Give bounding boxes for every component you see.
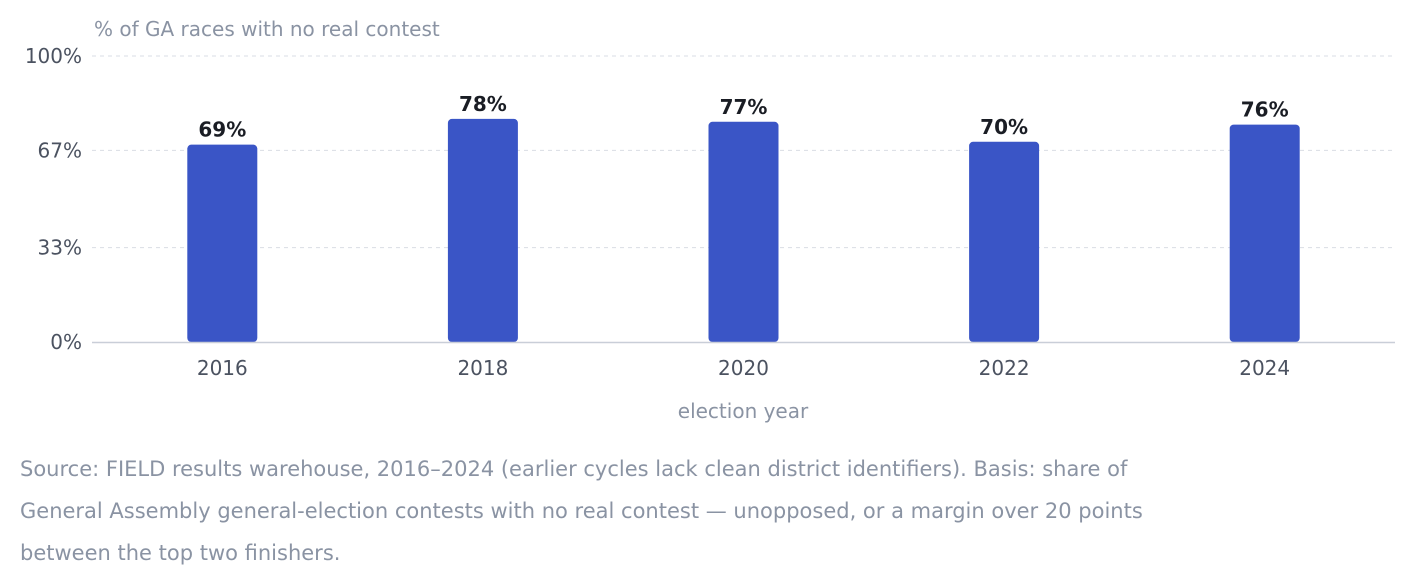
x-tick-label-2016: 2016 — [197, 356, 248, 380]
y-axis-label: % of GA races with no real contest — [94, 17, 440, 41]
bar-chart: % of GA races with no real contest 0% 33%… — [25, 17, 1395, 423]
data-label-2016: 69% — [198, 118, 246, 142]
x-tick-label-2020: 2020 — [718, 356, 769, 380]
source-note: Source: FIELD results warehouse, 2016–20… — [20, 457, 1143, 565]
bar-2020 — [708, 121, 779, 342]
x-tick-label-2024: 2024 — [1239, 356, 1290, 380]
y-tick-label: 0% — [50, 330, 82, 354]
bars — [187, 118, 1300, 342]
x-tick-label-2022: 2022 — [979, 356, 1030, 380]
x-axis-label: election year — [678, 399, 809, 423]
x-axis-ticks: 2016 2018 2020 2022 2024 — [197, 356, 1290, 380]
bar-2024 — [1229, 124, 1300, 342]
y-tick-label: 33% — [38, 236, 82, 260]
data-label-2020: 77% — [720, 95, 768, 119]
bar-2022 — [969, 141, 1040, 342]
x-tick-label-2018: 2018 — [457, 356, 508, 380]
y-tick-label: 100% — [25, 44, 82, 68]
y-tick-label: 67% — [38, 138, 82, 162]
data-label-2024: 76% — [1241, 98, 1289, 122]
bar-2016 — [187, 144, 258, 342]
y-axis-ticks: 0% 33% 67% 100% — [25, 44, 82, 354]
data-label-2022: 70% — [980, 115, 1028, 139]
data-labels: 69% 78% 77% 70% 76% — [198, 92, 1288, 142]
bar-2018 — [447, 118, 518, 342]
data-label-2018: 78% — [459, 92, 507, 116]
